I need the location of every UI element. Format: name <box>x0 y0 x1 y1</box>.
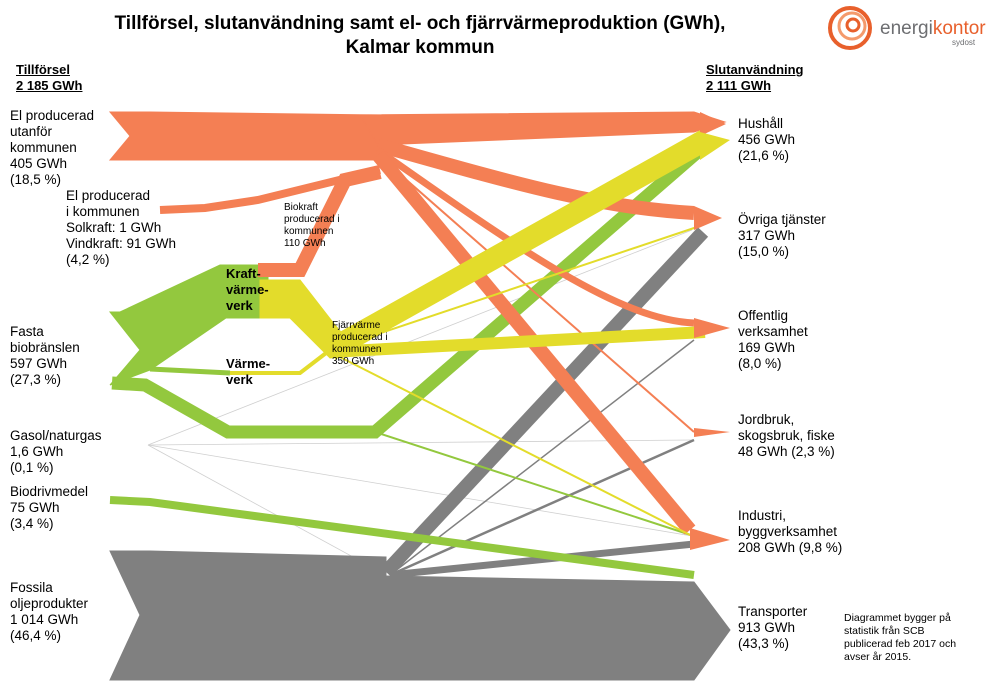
fjv-to-hushall <box>324 130 711 360</box>
biofuel-to-varmeverk <box>149 366 231 376</box>
offentlig-arrow <box>694 318 730 338</box>
process-kraftvarmeverk: Kraft-värme- verk <box>226 266 269 313</box>
supply-label-biofuel: Fasta biobränslen 597 GWh (27,3 %) <box>10 324 80 387</box>
gas-flows <box>147 229 693 576</box>
fossil-to-industri <box>389 540 695 579</box>
source-note: Diagrammet bygger på statistik från SCB p… <box>844 612 957 663</box>
enduse-heading: Slutanvändning 2 111 GWh <box>706 62 804 93</box>
varmeverk-output <box>230 348 332 375</box>
biodrivmedel-band <box>109 496 695 579</box>
fossil-flows <box>109 227 731 681</box>
ovriga-arrow <box>694 206 722 230</box>
process-varmeverk: Värme-verk <box>226 356 271 387</box>
biokraft-band <box>258 165 382 277</box>
enduse-label-hushall: Hushåll 456 GWh (21,6 %) <box>738 116 796 163</box>
hushall-arrow <box>700 112 726 136</box>
energikontor-logo: energikontor sydost <box>826 4 986 52</box>
swirl-icon <box>828 6 872 50</box>
supply-heading: Tillförsel 2 185 GWh <box>16 62 83 93</box>
process-biokraft: Biokraft producerad i kommunen 110 GWh <box>284 202 340 249</box>
enduse-label-ovriga: Övriga tjänster 317 GWh (15,0 %) <box>738 212 826 259</box>
page-title: Tillförsel, slutanvändning samt el- och … <box>114 13 726 34</box>
enduse-label-offentlig: Offentlig verksamhet 169 GWh (8,0 %) <box>738 308 808 371</box>
fossil-to-transport-band <box>149 575 731 681</box>
page-subtitle: Kalmar kommun <box>345 37 495 58</box>
el-to-hushall <box>359 111 727 146</box>
enduse-label-jordbruk: Jordbruk, skogsbruk, fiske 48 GWh (2,3 %) <box>738 412 835 459</box>
fossil-to-offentlig <box>389 339 695 576</box>
el-to-ovriga <box>376 138 695 220</box>
district-heating-flows <box>230 130 711 541</box>
biofuel-to-industri <box>374 431 701 539</box>
industri-arrow <box>690 528 730 550</box>
supply-label-el-local: El producerad i kommunen Solkraft: 1 GWh V… <box>66 188 177 267</box>
fjv-to-ovriga <box>329 225 701 351</box>
fossil-to-hushall <box>380 227 709 577</box>
el-import-band <box>108 111 379 161</box>
supply-label-gas: Gasol/naturgas 1,6 GWh (0,1 %) <box>10 428 102 475</box>
enduse-arrow-heads <box>690 112 730 550</box>
hushall-arrow-yellow <box>700 132 730 160</box>
fjv-to-industri <box>329 351 701 541</box>
fossil-to-jordbruk <box>389 438 695 577</box>
biofuel-supply-band <box>108 264 269 386</box>
el-local-band <box>159 166 381 214</box>
biofuel-flows <box>108 145 705 579</box>
process-fjarrvarme: Fjärrvärme producerad i kommunen 350 GWh <box>332 320 388 367</box>
supply-label-fossil: Fossila oljeprodukter 1 014 GWh (46,4 %) <box>10 580 89 643</box>
jordbruk-arrow <box>694 428 730 437</box>
supply-label-biodrivmedel: Biodrivmedel 75 GWh (3,4 %) <box>10 484 89 531</box>
enduse-label-industri: Industri, byggverksamhet 208 GWh (9,8 %) <box>738 508 843 555</box>
enduse-label-transport: Transporter 913 GWh (43,3 %) <box>738 604 808 651</box>
el-to-jordbruk <box>377 154 695 433</box>
fjv-to-offentlig <box>329 326 706 358</box>
supply-label-el-import: El producerad utanför kommunen 405 GWh (18… <box>10 108 95 187</box>
